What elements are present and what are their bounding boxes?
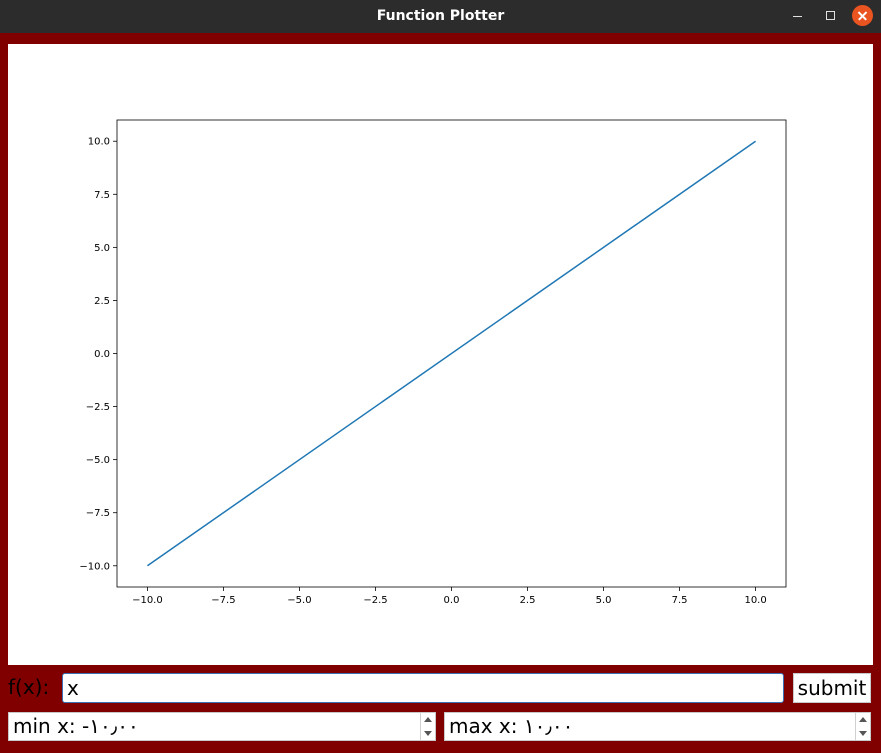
y-tick-label: 10.0 <box>88 137 110 148</box>
title-bar: Function Plotter <box>0 0 881 33</box>
x-tick-label: −7.5 <box>211 595 235 606</box>
max-x-value: max x: ١٠٫٠٠ <box>449 714 574 738</box>
series-line <box>146 140 757 567</box>
x-tick-label: 7.5 <box>672 595 688 606</box>
x-tick-label: 5.0 <box>596 595 612 606</box>
x-tick-label: 10.0 <box>744 595 766 606</box>
close-icon[interactable] <box>852 5 873 26</box>
y-tick-label: −10.0 <box>79 561 110 572</box>
y-tick-label: −5.0 <box>86 455 110 466</box>
line-chart: −10.0 −7.5 −5.0 −2.5 0.0 2.5 5.0 7.5 10.0 10.0 7.5… <box>79 119 787 606</box>
x-tick-label: −10.0 <box>132 595 163 606</box>
x-tick-label: −2.5 <box>363 595 387 606</box>
maximize-icon[interactable] <box>816 0 844 33</box>
x-tick-label: 2.5 <box>520 595 536 606</box>
min-x-up-icon[interactable] <box>421 713 435 726</box>
y-tick-label: 2.5 <box>94 296 110 307</box>
plot-canvas: −10.0 −7.5 −5.0 −2.5 0.0 2.5 5.0 7.5 10.0 10.0 7.5… <box>8 44 873 665</box>
x-tick-label: 0.0 <box>444 595 460 606</box>
fx-label: f(x): <box>8 675 50 699</box>
function-input[interactable] <box>62 673 784 703</box>
submit-button[interactable]: submit <box>793 673 871 703</box>
max-x-down-icon[interactable] <box>856 727 870 740</box>
y-tick-label: 7.5 <box>94 190 110 201</box>
max-x-stepper <box>855 713 870 740</box>
window-title: Function Plotter <box>376 8 505 24</box>
min-x-down-icon[interactable] <box>421 727 435 740</box>
x-tick-label: −5.0 <box>287 595 311 606</box>
min-x-spinbox[interactable]: min x: -١٠٫٠٠ <box>8 712 436 741</box>
y-tick-label: −7.5 <box>86 508 110 519</box>
y-tick-label: 5.0 <box>94 243 110 254</box>
min-x-stepper <box>420 713 435 740</box>
y-tick-label: 0.0 <box>94 349 110 360</box>
minimize-icon[interactable] <box>784 0 812 33</box>
min-x-value: min x: -١٠٫٠٠ <box>13 714 139 738</box>
plot-series <box>146 140 757 567</box>
y-tick-label: −2.5 <box>86 402 110 413</box>
max-x-up-icon[interactable] <box>856 713 870 726</box>
axis-ticks: −10.0 −7.5 −5.0 −2.5 0.0 2.5 5.0 7.5 10.0 10.0 7.5… <box>79 137 766 606</box>
max-x-spinbox[interactable]: max x: ١٠٫٠٠ <box>444 712 871 741</box>
